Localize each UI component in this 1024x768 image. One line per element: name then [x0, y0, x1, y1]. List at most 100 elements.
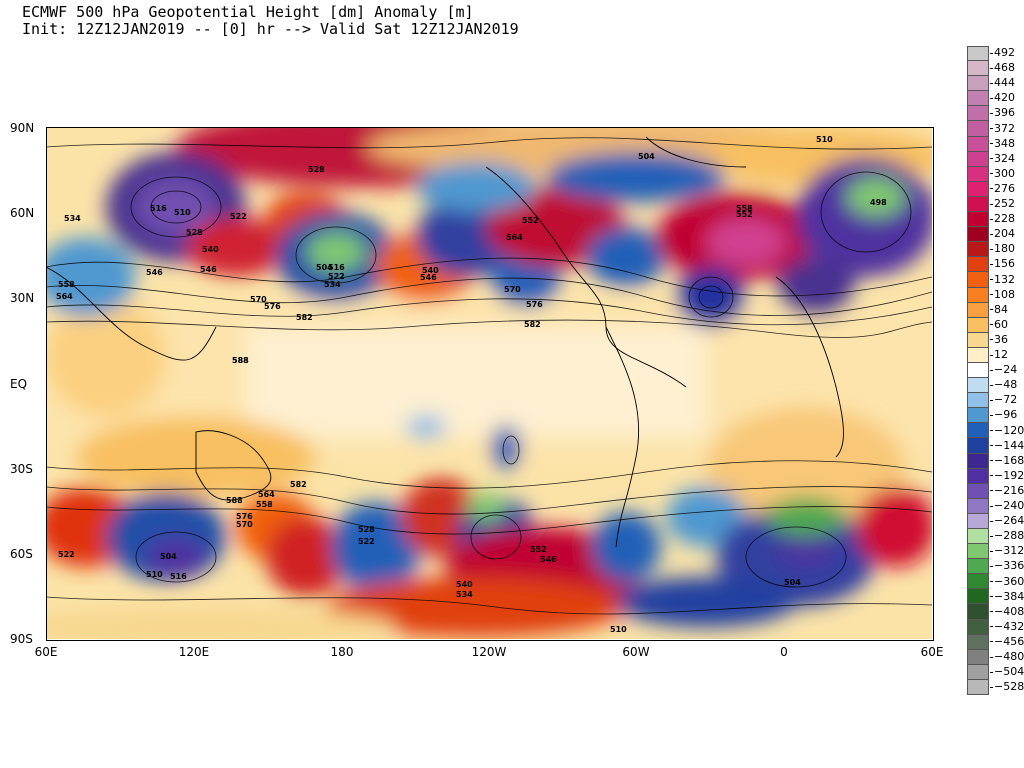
colorbar-tick-label: 468	[990, 61, 1015, 74]
colorbar-tick-label: 60	[990, 318, 1008, 331]
colorbar-tick-label: −96	[990, 408, 1017, 421]
colorbar-tick-label: −192	[990, 469, 1024, 482]
colorbar-tick-label: −504	[990, 665, 1024, 678]
contour-line	[688, 276, 734, 318]
colorbar-tick-label: 12	[990, 348, 1008, 361]
contour-line	[502, 435, 520, 465]
colorbar-cell	[967, 362, 989, 379]
colorbar-cell	[967, 664, 989, 680]
contour-labels: 528 510 504 516 510 534 522 546 540 528 …	[56, 135, 887, 634]
y-tick-label: 60S	[10, 547, 33, 561]
contour-label: 570	[250, 295, 267, 304]
contour-line	[46, 257, 932, 297]
chart-title: ECMWF 500 hPa Geopotential Height [dm] A…	[22, 4, 519, 38]
colorbar	[967, 46, 989, 696]
contour-line	[295, 226, 377, 284]
contour-label: 498	[870, 198, 887, 207]
contour-label: 552	[522, 216, 539, 225]
contour-label: 546	[200, 265, 217, 274]
colorbar-tick-label: −48	[990, 378, 1017, 391]
colorbar-cell	[967, 529, 989, 545]
colorbar-cell	[967, 166, 989, 182]
x-tick-label: 60E	[34, 645, 58, 659]
colorbar-cell	[967, 136, 989, 152]
contour-label: 564	[506, 233, 523, 242]
colorbar-tick-label: −336	[990, 559, 1024, 572]
colorbar-cell	[967, 574, 989, 590]
colorbar-tick-label: −456	[990, 635, 1024, 648]
title-line-2: Init: 12Z12JAN2019 -- [0] hr --> Valid S…	[22, 20, 519, 38]
colorbar-tick-label: 132	[990, 273, 1015, 286]
colorbar-cell	[967, 196, 989, 213]
colorbar-tick-label: 108	[990, 288, 1015, 301]
colorbar-cell	[967, 61, 989, 77]
colorbar-cell	[967, 287, 989, 303]
contour-label: 576	[236, 512, 253, 521]
coastline	[195, 430, 272, 501]
contour-label: 588	[232, 356, 249, 365]
colorbar-cell	[967, 423, 989, 439]
colorbar-cell	[967, 604, 989, 620]
colorbar-tick-label: −144	[990, 439, 1024, 452]
contour-label: 552	[736, 210, 753, 219]
colorbar-tick-label: 204	[990, 227, 1015, 240]
colorbar-cell	[967, 498, 989, 514]
colorbar-tick-label: 420	[990, 91, 1015, 104]
colorbar-tick-label: 492	[990, 46, 1015, 59]
contour-label: 516	[170, 572, 187, 581]
colorbar-tick-label: 228	[990, 212, 1015, 225]
y-tick-label: 90S	[10, 632, 33, 646]
colorbar-cell	[967, 121, 989, 137]
contour-label: 504	[638, 152, 655, 161]
contour-label: 546	[540, 555, 557, 564]
contour-line	[745, 526, 847, 588]
contour-label: 558	[256, 500, 273, 509]
x-tick-label: 120E	[178, 645, 210, 659]
contour-label: 528	[308, 165, 325, 174]
contour-label: 546	[146, 268, 163, 277]
contour-line	[698, 285, 724, 309]
colorbar-cell	[967, 679, 989, 696]
contour-label: 510	[174, 208, 191, 217]
x-tick-label: 0	[780, 645, 788, 659]
colorbar-tick-label: 156	[990, 257, 1015, 270]
contour-label: 534	[64, 214, 81, 223]
colorbar-cell	[967, 332, 989, 348]
contour-label: 558	[736, 204, 753, 213]
contour-label: 510	[146, 570, 163, 579]
contour-line	[46, 506, 932, 535]
colorbar-tick-label: 252	[990, 197, 1015, 210]
y-tick-label: 30N	[10, 291, 35, 305]
contour-label: 504	[784, 578, 801, 587]
colorbar-tick-label: −384	[990, 590, 1024, 603]
contour-line	[135, 531, 217, 583]
colorbar-cell	[967, 106, 989, 122]
colorbar-cell	[967, 408, 989, 424]
colorbar-cell	[967, 483, 989, 499]
contour-label: 504	[160, 552, 177, 561]
contour-line	[130, 176, 222, 238]
contour-label: 522	[58, 550, 75, 559]
height-contours	[46, 137, 932, 615]
colorbar-tick-label: 300	[990, 167, 1015, 180]
colorbar-cell	[967, 634, 989, 650]
coastline	[775, 276, 844, 458]
colorbar-cell	[967, 453, 989, 469]
contour-label: 552	[530, 545, 547, 554]
colorbar-tick-label: −264	[990, 514, 1024, 527]
colorbar-cell	[967, 91, 989, 107]
x-tick-label: 60E	[920, 645, 944, 659]
contour-line	[46, 596, 932, 615]
map-frame	[46, 127, 934, 641]
colorbar-tick-label: −216	[990, 484, 1024, 497]
colorbar-tick-label: −240	[990, 499, 1024, 512]
contour-label: 528	[186, 228, 203, 237]
contour-line	[46, 486, 932, 515]
contour-label: 516	[150, 204, 167, 213]
coastline	[645, 136, 747, 168]
contour-label: 564	[56, 292, 73, 301]
colorbar-tick-label: −432	[990, 620, 1024, 633]
anomaly-map: 528 510 504 516 510 534 522 546 540 528 …	[46, 127, 932, 639]
colorbar-tick-label: 348	[990, 137, 1015, 150]
contour-label: 516	[328, 263, 345, 272]
